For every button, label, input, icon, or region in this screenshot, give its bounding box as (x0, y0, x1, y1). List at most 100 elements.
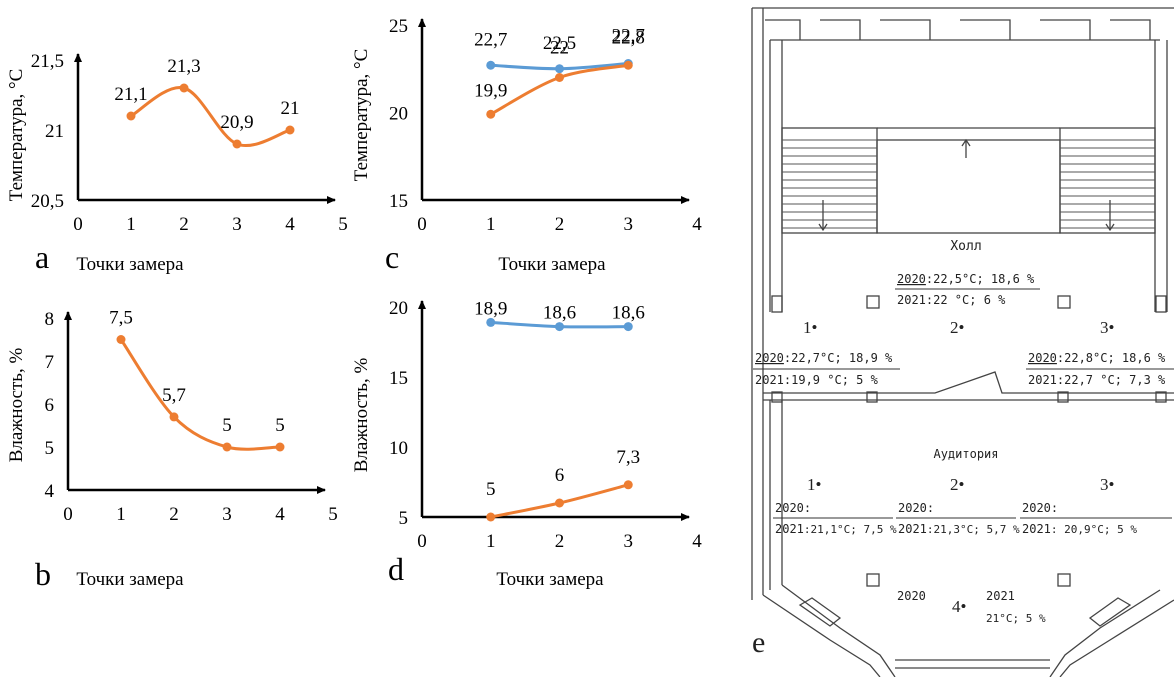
data-label: 7,3 (616, 447, 640, 468)
hall-p2-2021-row: 2021:22 °С; 6 % (897, 293, 1006, 307)
data-point (623, 322, 633, 332)
data-point (486, 512, 496, 522)
hall-p1-2020-row: 2020:22,7°С; 18,9 % (755, 351, 893, 365)
data-label: 22,8 (612, 28, 645, 49)
aud-p3-value2021: : 20,9°С; 5 % (1051, 523, 1137, 536)
hall-p1-number: 1• (803, 318, 817, 337)
panel-letter-e: e (752, 626, 765, 659)
chart-panel-d: 0 1 2 3 4 5 10 15 20 18,9 18,6 18,6 5 6 7,3 Точки замер… (351, 298, 702, 590)
y-tick-label: 10 (389, 438, 408, 459)
plan-pillar (866, 295, 880, 309)
series-line (119, 338, 281, 451)
data-point (486, 109, 496, 119)
hall-p2-year2020: 2020 (897, 272, 926, 286)
hall-label: Холл (950, 239, 981, 254)
chart-panel-a: 0 1 2 3 4 5 20,5 21 21,5 21,1 21,3 20,9 21 Точки заме… (6, 51, 348, 275)
aud-p4-year2020: 2020 (897, 589, 926, 603)
hall-p2-year2021: 2021 (897, 293, 926, 307)
x-tick-label: 4 (275, 504, 285, 525)
y-axis-title: Температура, °С (351, 49, 372, 182)
y-axis-title: Температура, °С (6, 69, 27, 202)
aud-p1-2021-row: 2021:21,1°С; 7,5 % (775, 522, 897, 536)
data-label: 22,5 (543, 33, 576, 54)
y-axis-title: Влажность, % (6, 348, 27, 463)
aud-p2-2021-row: 2021:21,3°С; 5,7 % (898, 522, 1020, 536)
x-tick-label: 5 (338, 214, 348, 235)
plan-bay-left (762, 584, 896, 677)
y-tick-label: 20 (389, 104, 408, 125)
chart-panel-c: 0 1 2 3 4 15 20 25 22,7 22,5 22,8 19,9 22 22,7 Точки з… (351, 16, 702, 275)
x-tick-label: 2 (179, 214, 189, 235)
panel-letter-a: a (35, 239, 49, 275)
plan-pillar (1057, 295, 1071, 309)
data-label: 6 (555, 465, 565, 486)
data-point (169, 412, 179, 422)
data-label: 5 (222, 415, 232, 436)
hall-p3-year2021: 2021 (1028, 373, 1057, 387)
x-tick-label: 0 (417, 214, 427, 235)
aud-p2-year2020: 2020: (898, 501, 934, 515)
panel-letter-c: c (385, 239, 399, 275)
plan-pillar (1057, 573, 1071, 587)
data-label: 18,6 (543, 303, 576, 324)
data-point (623, 480, 633, 490)
plan-aud-wall-left (769, 400, 783, 590)
y-tick-label: 15 (389, 191, 408, 212)
x-tick-label: 0 (417, 531, 427, 552)
panel-letter-b: b (35, 556, 51, 592)
hall-p3-value2020: :22,8°С; 18,6 % (1057, 351, 1166, 365)
data-label: 22 (550, 38, 569, 59)
x-tick-label: 3 (222, 504, 232, 525)
x-axis-title: Точки замера (498, 254, 606, 275)
data-label: 5 (486, 479, 496, 500)
data-point (555, 322, 564, 332)
panel-letter-d: d (388, 551, 404, 587)
aud-p4-year2021: 2021 (986, 589, 1015, 603)
hall-p1-year2020: 2020 (755, 351, 784, 365)
x-tick-label: 4 (692, 531, 702, 552)
data-point (222, 442, 232, 452)
data-label: 18,9 (474, 298, 507, 319)
x-tick-label: 3 (624, 531, 634, 552)
hall-p3-2021-row: 2021:22,7 °С; 7,3 % (1028, 373, 1166, 387)
data-point (555, 498, 564, 508)
aud-p3-year2020: 2020: (1022, 501, 1058, 515)
x-axis-title: Точки замера (76, 569, 184, 590)
plan-stair-lines (782, 139, 1155, 229)
aud-p3-number: 3• (1100, 475, 1114, 494)
hall-p3-number: 3• (1100, 318, 1114, 337)
aud-p1-year2020: 2020: (775, 501, 811, 515)
data-label: 5,7 (162, 385, 186, 406)
data-label: 21 (281, 98, 300, 119)
data-point (623, 60, 633, 70)
x-tick-label: 3 (232, 214, 242, 235)
y-tick-label: 21 (45, 121, 64, 142)
x-tick-label: 3 (624, 214, 634, 235)
x-tick-label: 5 (328, 504, 338, 525)
data-point (285, 125, 295, 135)
hall-p2-2020-row: 2020:22,5°С; 18,6 % (897, 272, 1035, 286)
hall-p3-value2021: :22,7 °С; 7,3 % (1057, 373, 1166, 387)
aud-p2-value2021: :21,3°С; 5,7 % (927, 523, 1020, 536)
aud-p2-year2021: 2021 (898, 522, 927, 536)
plan-pillar (771, 295, 783, 313)
plan-stair-arrow (961, 138, 971, 158)
hall-p2-value2021: :22 °С; 6 % (926, 293, 1006, 307)
data-label: 19,9 (474, 80, 507, 101)
plan-stair-arrows-down (818, 200, 1115, 232)
plan-column-left (769, 40, 783, 312)
x-tick-label: 2 (555, 214, 565, 235)
x-tick-label: 0 (73, 214, 83, 235)
aud-p3-year2021: 2021 (1022, 522, 1051, 536)
data-label: 21,3 (167, 56, 200, 77)
x-axis-title: Точки замера (496, 569, 604, 590)
data-point (486, 317, 496, 327)
data-point (486, 60, 496, 70)
aud-p4-value2021: 21°С; 5 % (986, 612, 1046, 625)
hall-p1-year2021: 2021 (755, 373, 784, 387)
x-tick-label: 1 (486, 214, 496, 235)
x-tick-label: 4 (285, 214, 295, 235)
y-tick-label: 5 (45, 438, 55, 459)
x-tick-label: 2 (169, 504, 179, 525)
